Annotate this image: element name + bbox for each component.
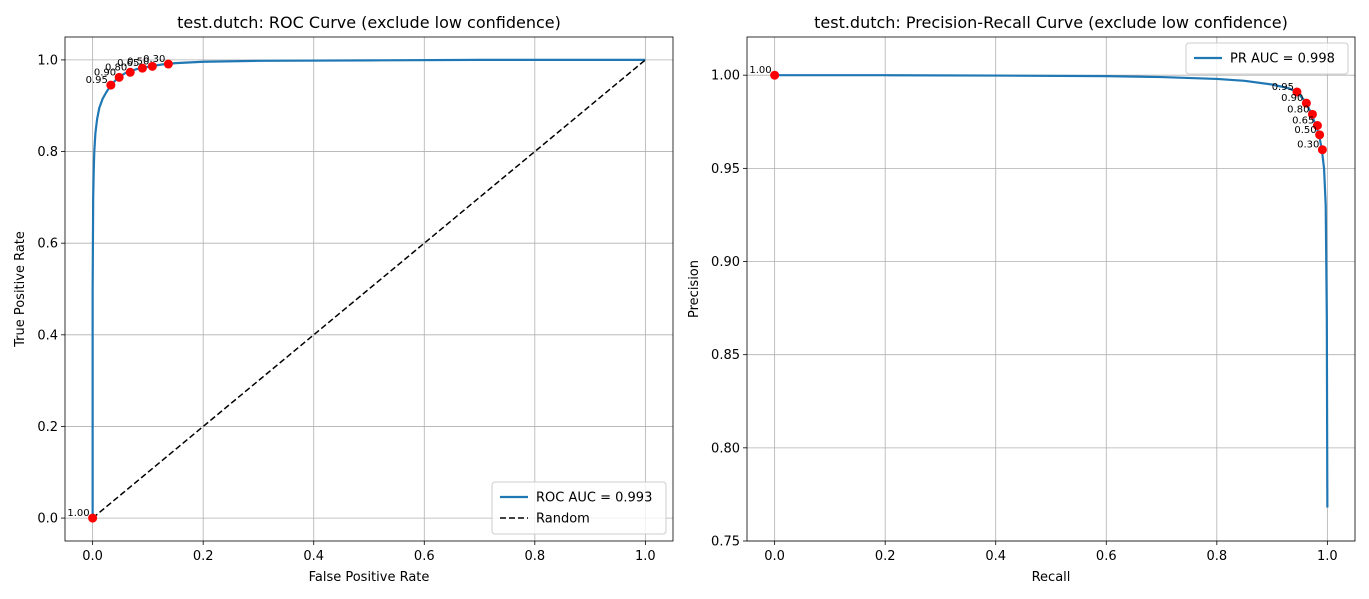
threshold-label: 0.90	[1281, 93, 1303, 104]
threshold-label: 0.95	[1272, 82, 1294, 93]
random-baseline-line	[92, 59, 646, 519]
x-tick-label: 0.4	[303, 549, 324, 564]
threshold-marker	[137, 63, 147, 73]
x-tick-label: 0.0	[764, 549, 785, 564]
y-tick-label: 0.8	[37, 145, 58, 160]
threshold-label: 0.80	[1287, 104, 1309, 115]
plot-frame	[64, 36, 674, 542]
x-tick-label: 1.0	[1317, 549, 1338, 564]
threshold-marker	[1307, 109, 1317, 119]
threshold-marker	[1315, 130, 1325, 140]
series-lines	[91, 58, 646, 519]
y-tick-label: 0.95	[711, 162, 740, 177]
threshold-marker	[1317, 145, 1327, 155]
x-tick-label: 0.0	[82, 549, 103, 564]
y-tick-label: 0.6	[37, 237, 58, 252]
threshold-label: 0.90	[94, 67, 116, 78]
threshold-label: 0.50	[127, 56, 149, 67]
threshold-marker	[1292, 87, 1302, 97]
x-axis-label: False Positive Rate	[309, 570, 430, 585]
plot-frame	[746, 36, 1356, 542]
legend: ROC AUC = 0.993 Random	[491, 481, 667, 535]
x-tick-label: 1.0	[635, 549, 656, 564]
threshold-label: 0.30	[1297, 140, 1319, 151]
y-tick-labels: 0.0 0.2 0.4 0.6 0.8 1.0	[37, 53, 65, 527]
x-tick-label: 0.4	[985, 549, 1006, 564]
y-tick-label: 0.2	[37, 420, 58, 435]
x-tick-label: 0.2	[875, 549, 896, 564]
threshold-label: 0.65	[117, 58, 139, 69]
threshold-marker	[106, 80, 116, 90]
threshold-marker	[147, 61, 157, 71]
legend-label: ROC AUC = 0.993	[536, 491, 652, 506]
threshold-marker	[770, 70, 780, 80]
threshold-marker	[1312, 121, 1322, 131]
x-tick-label: 0.8	[524, 549, 545, 564]
y-tick-label: 0.4	[37, 328, 58, 343]
chart-title: test.dutch: ROC Curve (exclude low confi…	[177, 13, 561, 32]
x-tick-label: 0.8	[1206, 549, 1227, 564]
threshold-markers: 1.00 0.950.900.800.650.500.30	[67, 54, 173, 523]
threshold-marker	[163, 59, 173, 69]
legend-box	[1185, 42, 1349, 75]
y-tick-labels: 0.75 0.80 0.85 0.90 0.95 1.00	[711, 69, 747, 550]
x-tick-label: 0.6	[1096, 549, 1117, 564]
threshold-label: 0.95	[86, 75, 108, 86]
threshold-label: 0.50	[1294, 125, 1316, 136]
y-tick-label: 0.75	[711, 535, 740, 550]
threshold-marker	[125, 67, 135, 77]
y-tick-label: 0.85	[711, 348, 740, 363]
roc-chart-panel: test.dutch: ROC Curve (exclude low confi…	[13, 13, 674, 585]
y-tick-label: 0.0	[37, 512, 58, 527]
threshold-label: 0.65	[1292, 116, 1314, 127]
legend-label: Random	[536, 512, 590, 527]
chart-title: test.dutch: Precision-Recall Curve (excl…	[814, 13, 1288, 32]
y-axis-label: Precision	[687, 260, 702, 318]
threshold-label: 0.80	[105, 62, 127, 73]
threshold-marker	[88, 513, 98, 523]
legend: PR AUC = 0.998	[1185, 42, 1349, 75]
threshold-label: 0.30	[143, 54, 165, 65]
pr-chart-panel: test.dutch: Precision-Recall Curve (excl…	[687, 13, 1356, 585]
y-tick-label: 1.0	[37, 53, 58, 68]
y-tick-label: 0.80	[711, 441, 740, 456]
x-tick-labels: 0.0 0.2 0.4 0.6 0.8 1.0	[764, 541, 1338, 564]
threshold-label: 1.00	[67, 508, 89, 519]
x-tick-label: 0.6	[414, 549, 435, 564]
threshold-markers: 1.00 0.950.900.800.650.50 0.30	[749, 65, 1327, 155]
threshold-marker	[114, 72, 124, 82]
legend-box	[491, 481, 667, 535]
y-axis-label: True Positive Rate	[13, 231, 28, 348]
threshold-marker	[1301, 98, 1311, 108]
x-tick-label: 0.2	[193, 549, 214, 564]
curve-line	[91, 58, 646, 519]
legend-label: PR AUC = 0.998	[1230, 52, 1335, 67]
x-tick-labels: 0.0 0.2 0.4 0.6 0.8 1.0	[82, 541, 656, 564]
threshold-label: 1.00	[749, 65, 771, 76]
x-axis-label: Recall	[1032, 570, 1071, 585]
y-tick-label: 0.90	[711, 255, 740, 270]
y-tick-label: 1.00	[711, 69, 740, 84]
